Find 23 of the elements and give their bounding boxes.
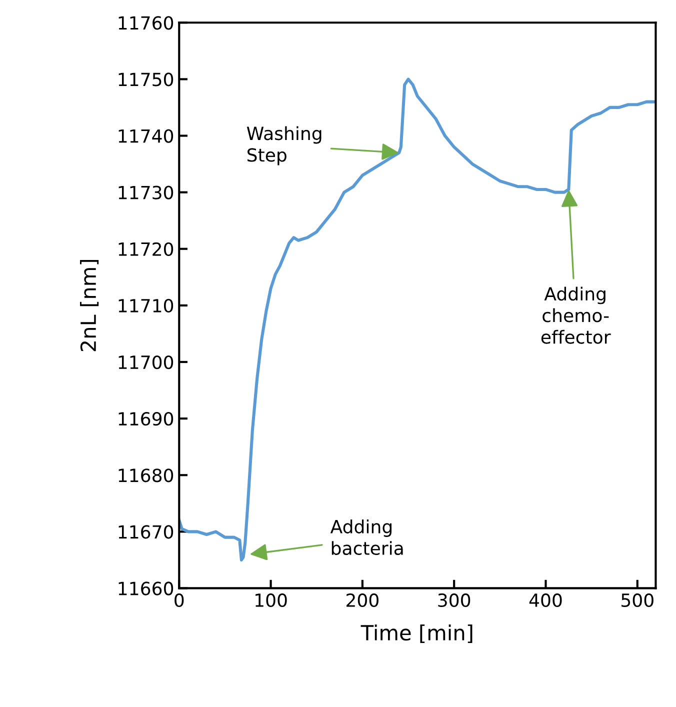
y-tick-label: 11730 xyxy=(118,186,174,200)
y-tick-label: 11720 xyxy=(118,242,174,256)
y-tick-label: 11680 xyxy=(118,468,174,482)
x-tick-label: 100 xyxy=(256,593,287,608)
y-tick-label: 11700 xyxy=(118,355,174,370)
y-tick-label: 11710 xyxy=(118,298,174,313)
y-tick-label: 11740 xyxy=(118,129,174,143)
x-tick-label: 500 xyxy=(622,593,654,608)
line-series xyxy=(179,78,656,562)
x-tick-label: 0 xyxy=(174,593,184,608)
annotation: Washing Step xyxy=(246,126,322,166)
x-axis-title: Time [min] xyxy=(360,624,472,644)
x-tick-label: 200 xyxy=(346,593,378,608)
y-tick-label: 11670 xyxy=(118,525,174,539)
y-axis-title: 2nL [nm] xyxy=(80,260,99,352)
annotation: Adding chemo- effector xyxy=(541,286,611,344)
y-tick-label: 11760 xyxy=(118,16,174,30)
x-tick-label: 400 xyxy=(529,593,562,608)
y-tick-label: 11690 xyxy=(118,412,174,426)
x-tick-label: 300 xyxy=(438,593,470,608)
annotation: Adding bacteria xyxy=(330,519,403,556)
y-tick-label: 11750 xyxy=(118,72,174,86)
y-tick-label: 11660 xyxy=(118,582,174,596)
